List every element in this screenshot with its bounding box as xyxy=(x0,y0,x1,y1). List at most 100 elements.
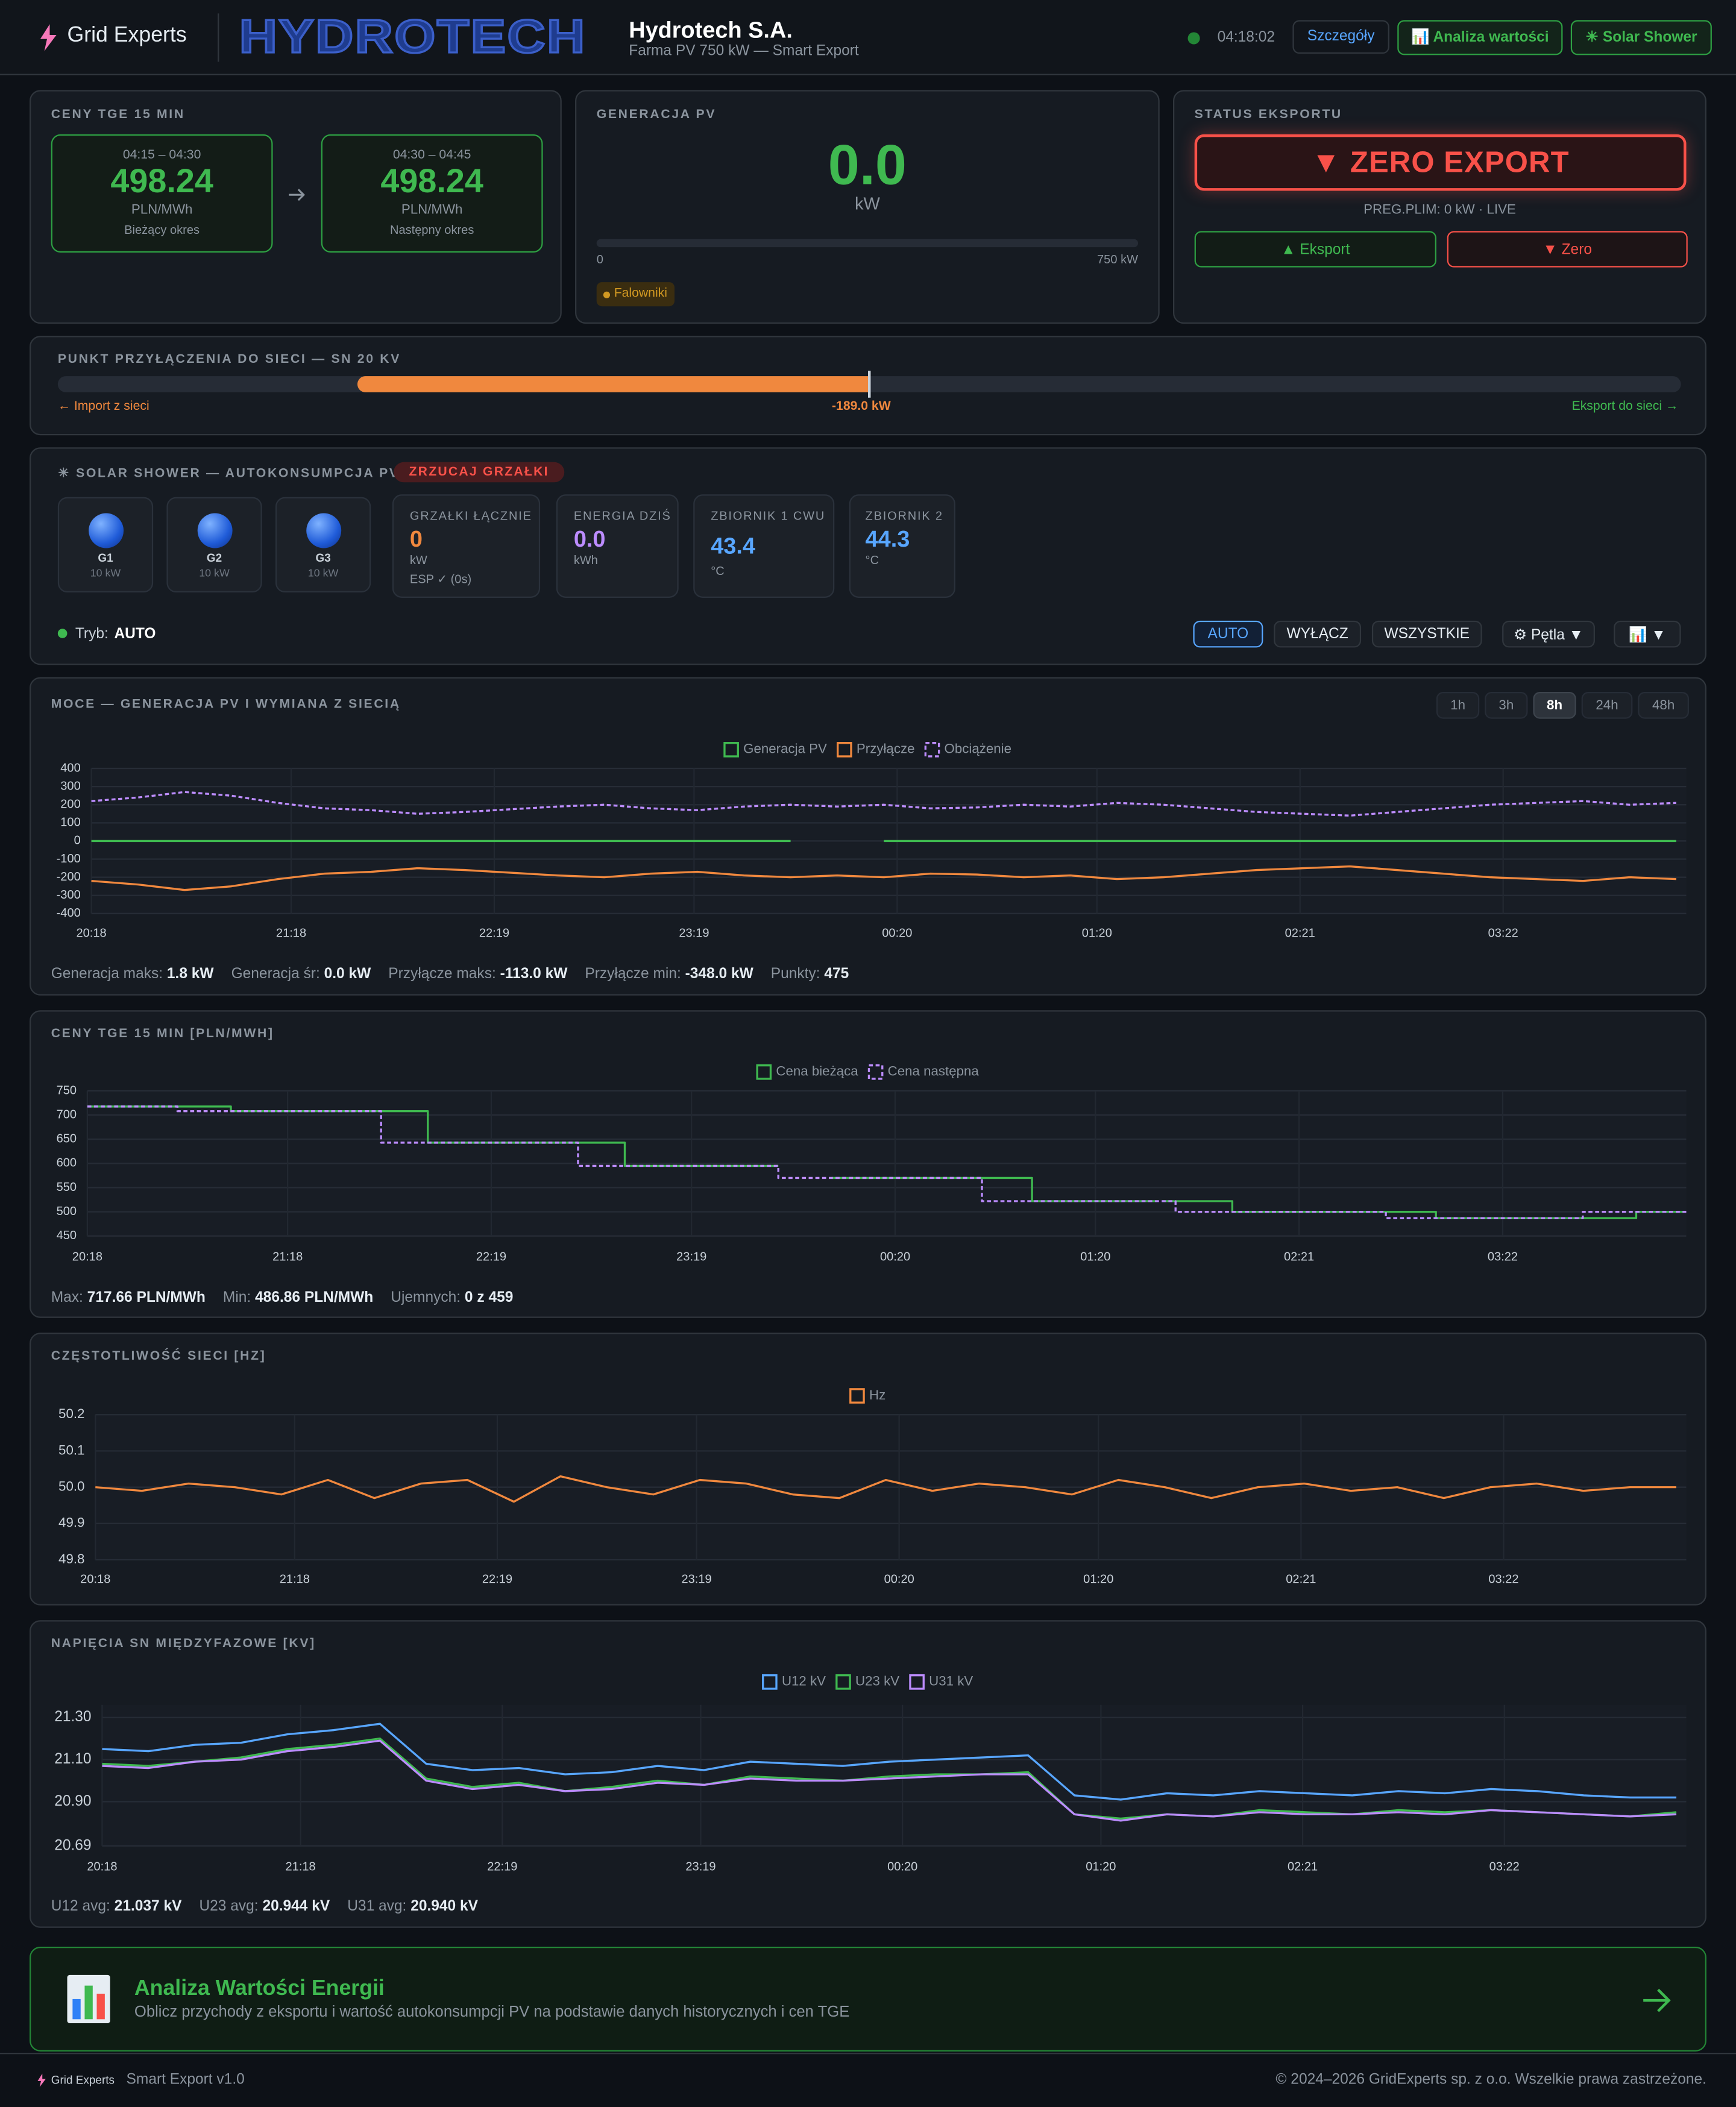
stat-label: U31 avg: xyxy=(347,1898,407,1915)
solar-shower-button[interactable]: ☀ Solar Shower xyxy=(1570,20,1712,55)
stat-tile: ZBIORNIK 1 CWU 43.4 °C xyxy=(693,494,835,598)
chart: 450 500 550 600 650 700 750 20:18 21:18 22:19 23:1… xyxy=(57,1064,1687,1264)
legend-label: Hz xyxy=(869,1387,885,1402)
legend-swatch xyxy=(867,1064,884,1080)
stat-value: 21.037 kV xyxy=(114,1898,182,1915)
y-tick-label: 550 xyxy=(57,1181,77,1194)
y-tick-label: -200 xyxy=(57,870,81,884)
arrow-icon xyxy=(289,189,305,201)
price-value: 498.24 xyxy=(110,162,213,201)
range-button[interactable]: 48h xyxy=(1638,691,1689,719)
heater-indicator xyxy=(197,513,233,548)
heater-indicator xyxy=(306,513,342,548)
y-tick-label: 750 xyxy=(57,1084,77,1097)
stat-value: -348.0 kW xyxy=(685,966,753,982)
stat-value: 0.0 kW xyxy=(324,966,371,982)
x-tick-label: 23:19 xyxy=(679,927,709,940)
analysis-banner[interactable]: Analiza Wartości Energii Oblicz przychod… xyxy=(30,1946,1706,2052)
price-period: 04:15 – 04:30 xyxy=(122,148,201,163)
brand-icon xyxy=(40,24,57,51)
range-button[interactable]: 8h xyxy=(1533,691,1576,719)
x-tick-label: 21:18 xyxy=(286,1861,316,1874)
series-line xyxy=(95,1475,1676,1503)
series-line xyxy=(87,1105,1687,1219)
stat-label: Przyłącze maks: xyxy=(388,966,496,982)
banner-description: Oblicz przychody z eksportu i wartość au… xyxy=(134,2004,850,2021)
footer-brand: Grid Experts xyxy=(51,2073,115,2087)
generation-card: GENERACJA PV 0.0 kW 0 750 kW Falowniki xyxy=(575,90,1160,324)
series-line xyxy=(91,791,1677,817)
details-button[interactable]: Szczegóły xyxy=(1292,20,1389,54)
series-line xyxy=(102,1739,1677,1822)
generation-bar xyxy=(596,239,1139,248)
x-tick-label: 00:20 xyxy=(880,1251,910,1264)
stat-label: Punkty: xyxy=(770,966,820,982)
price-box: 04:30 – 04:45 498.24 PLN/MWh Następny ok… xyxy=(321,134,543,253)
range-button[interactable]: 3h xyxy=(1485,691,1528,719)
stat-label: Ujemnych: xyxy=(391,1289,461,1306)
y-tick-label: 100 xyxy=(60,816,80,829)
mode-button[interactable]: WSZYSTKIE xyxy=(1371,620,1482,648)
legend-swatch xyxy=(762,1674,778,1690)
card-title: PUNKT PRZYŁĄCZENIA DO SIECI — SN 20 KV xyxy=(57,352,401,367)
y-tick-label: 50.2 xyxy=(58,1406,84,1421)
y-tick-label: 21.30 xyxy=(54,1709,91,1725)
y-tick-label: -300 xyxy=(57,888,81,902)
analysis-button[interactable]: 📊 Analiza wartości xyxy=(1397,20,1563,55)
chart-title: CZĘSTOTLIWOŚĆ SIECI [HZ] xyxy=(51,1349,266,1364)
clock: 04:18:02 xyxy=(1217,30,1275,46)
y-tick-label: 21.10 xyxy=(54,1751,91,1767)
heater-name: G1 xyxy=(98,550,113,565)
shed-badge: ZRZUCAJ GRZAŁKI xyxy=(394,462,565,483)
x-tick-label: 03:22 xyxy=(1488,1573,1518,1586)
x-tick-label: 03:22 xyxy=(1489,1861,1520,1874)
mode-button[interactable]: AUTO xyxy=(1193,620,1263,648)
banner-title: Analiza Wartości Energii xyxy=(134,1977,385,2001)
footer-copyright: © 2024–2026 GridExperts sp. z o.o. Wszel… xyxy=(1275,2071,1706,2088)
banner-arrow xyxy=(1643,1988,1671,2012)
stat-note: ESP ✓ (0s) xyxy=(409,572,472,586)
stat-label: Max: xyxy=(51,1289,83,1306)
stat-label: ZBIORNIK 2 xyxy=(865,509,943,523)
x-tick-label: 22:19 xyxy=(476,1251,506,1264)
price-chart-card: 450 500 550 600 650 700 750 20:18 21:18 22:19 23:1… xyxy=(30,1010,1706,1318)
stat-unit: °C xyxy=(711,564,725,578)
legend-item: U31 kV xyxy=(909,1674,973,1690)
legend-item: U12 kV xyxy=(762,1674,826,1690)
brand: Grid Experts xyxy=(67,24,187,48)
badge-dot xyxy=(603,291,611,298)
generation-unit: kW xyxy=(854,193,880,214)
x-tick-label: 21:18 xyxy=(272,1251,303,1264)
x-tick-label: 21:18 xyxy=(276,927,306,940)
mode-button[interactable]: WYŁĄCZ xyxy=(1274,620,1362,648)
grid-value: -189.0 kW xyxy=(831,399,891,414)
chart: 49.8 49.9 50.0 50.1 50.2 20:18 21:18 22:19 23:19… xyxy=(58,1387,1687,1586)
x-tick-label: 02:21 xyxy=(1284,1251,1314,1264)
y-tick-label: 20.69 xyxy=(54,1837,91,1853)
footer: Grid Experts Smart Export v1.0 © 2024–20… xyxy=(0,2053,1736,2107)
range-button[interactable]: 24h xyxy=(1581,691,1633,719)
price-box: 04:15 – 04:30 498.24 PLN/MWh Bieżący okr… xyxy=(51,134,273,253)
stat-label: U23 avg: xyxy=(199,1898,259,1915)
legend-item: Cena bieżąca xyxy=(756,1064,858,1080)
legend-swatch xyxy=(756,1064,772,1080)
range-button[interactable]: 1h xyxy=(1436,691,1480,719)
legend-item: Obciążenie xyxy=(924,741,1011,758)
stat-label: ZBIORNIK 1 CWU xyxy=(711,509,826,523)
loop-dropdown[interactable]: ⚙ Pętla ▼ xyxy=(1502,620,1595,648)
zero-button[interactable]: ▼ Zero xyxy=(1447,231,1688,268)
y-tick-label: 650 xyxy=(57,1132,77,1146)
stat: Przyłącze maks: -113.0 kW xyxy=(388,966,567,982)
stat: Ujemnych: 0 z 459 xyxy=(391,1290,513,1306)
export-button[interactable]: ▲ Eksport xyxy=(1194,231,1436,268)
x-tick-label: 22:19 xyxy=(487,1861,517,1874)
y-tick-label: 450 xyxy=(57,1229,77,1242)
x-tick-label: 20:18 xyxy=(80,1573,110,1586)
heater-name: G2 xyxy=(206,550,222,565)
chart-dropdown[interactable]: 📊 ▼ xyxy=(1614,620,1681,648)
card-title: STATUS EKSPORTU xyxy=(1194,107,1342,122)
chart-title: CENY TGE 15 MIN [PLN/MWH] xyxy=(51,1026,274,1041)
stat-value: 44.3 xyxy=(865,526,910,553)
grid-bar xyxy=(57,371,1681,398)
prices-card: CENY TGE 15 MIN 04:15 – 04:30 498.24 PLN… xyxy=(30,90,562,324)
